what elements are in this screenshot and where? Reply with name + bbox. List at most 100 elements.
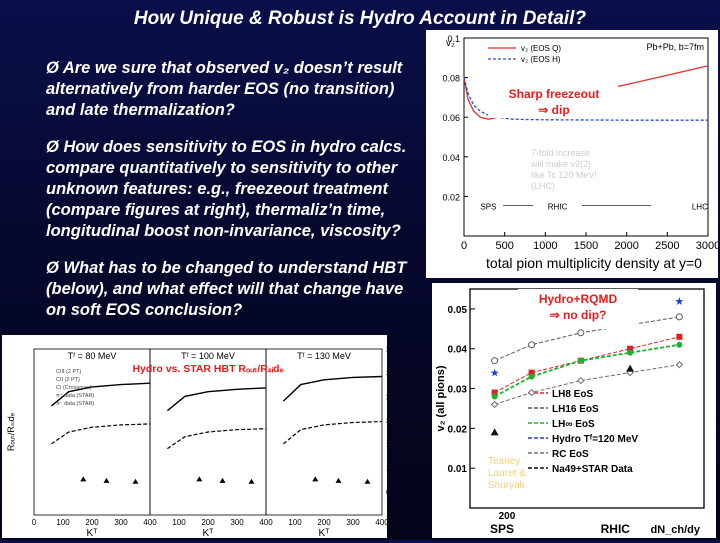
region-label: RHIC xyxy=(548,202,568,211)
annotation-text: Hydro+RQMD xyxy=(539,292,618,306)
data-point: ★ xyxy=(674,296,684,308)
x-tick-label: 1000 xyxy=(533,240,557,252)
data-point xyxy=(675,360,684,369)
data-point xyxy=(527,388,536,397)
y-tick-label: 0.5 xyxy=(386,489,387,496)
data-point xyxy=(577,329,585,337)
data-point xyxy=(132,478,139,484)
data-point xyxy=(196,476,203,482)
x-tick-label: 300 xyxy=(114,518,128,527)
x-tick-label: 400 xyxy=(259,518,273,527)
panel-label: Tᶠ = 100 MeV xyxy=(181,351,235,361)
bullet-item: Ø What has to be changed to understand H… xyxy=(46,258,426,321)
v2-rqmd-plot: 0.01 0.02 0.03 0.04 0.05 v₂ (all pions) 200SPS… xyxy=(435,288,705,536)
x-tick-label: 3000 xyxy=(696,240,718,252)
legend-label: RC EoS xyxy=(552,449,589,460)
y-tick-label: 0.01 xyxy=(448,464,468,475)
x-tick-label: 0 xyxy=(461,240,467,252)
v2-hydro-rqmd-chart: 0.01 0.02 0.03 0.04 0.05 v₂ (all pions) 200 SPS… xyxy=(432,283,716,538)
legend-label: LH∞ EoS xyxy=(552,419,595,430)
x-tick-label: 500 xyxy=(495,240,513,252)
legend-label: π⁺ data (STAR) xyxy=(56,392,95,399)
legend-label: Hydro Tᶠ=120 MeV xyxy=(552,434,638,445)
x-tick-label: 2500 xyxy=(655,240,679,252)
x-tick-label: 100 xyxy=(56,518,70,527)
annotation-bg xyxy=(488,80,618,118)
y-tick-label: 0.08 xyxy=(442,74,460,84)
data-point xyxy=(675,313,683,321)
data-point xyxy=(577,357,584,364)
x-tick-label: 200 xyxy=(317,518,331,527)
annotation-text: ⇒ no dip? xyxy=(550,308,607,322)
y-tick-label: 0.06 xyxy=(442,113,460,123)
bullet-item: Ø How does sensitivity to EOS in hydro c… xyxy=(46,137,426,242)
dashed-curve xyxy=(283,420,383,445)
y-axis-label: v₂ xyxy=(446,38,455,49)
data-point xyxy=(490,428,499,436)
data-point xyxy=(528,373,535,380)
data-point xyxy=(248,478,255,484)
bullet-text: What has to be changed to understand HBT… xyxy=(46,259,407,319)
y-tick-label: 0.02 xyxy=(448,424,468,435)
data-point xyxy=(364,478,371,484)
x-tick-label: 400 xyxy=(143,518,157,527)
legend-label: LH16 EoS xyxy=(552,404,599,415)
y-tick-label: 0.03 xyxy=(448,385,468,396)
x-tick-label: 2000 xyxy=(614,240,638,252)
dashed-curve xyxy=(167,428,267,450)
data-point xyxy=(219,477,226,483)
faded-note: 7-fold increase xyxy=(531,148,590,158)
bullet-text: Are we sure that observed v₂ doesn’t res… xyxy=(46,59,403,119)
data-point xyxy=(312,476,319,482)
dashed-curve xyxy=(51,423,151,445)
y-tick-label: 0.02 xyxy=(442,192,460,202)
region-label: LHC xyxy=(692,202,708,211)
y-tick-label: 0.05 xyxy=(448,305,468,316)
bullet-text: How does sensitivity to EOS in hydro cal… xyxy=(46,138,407,240)
legend-title: Pb+Pb, b=7fm xyxy=(646,42,704,52)
faded-note: Lauret & xyxy=(488,468,526,479)
data-point: ★ xyxy=(490,368,500,380)
x-tick-label: 200 xyxy=(85,518,99,527)
hbt-ratio-chart: Rₒᵤₜ/Rₛᵢdₑ Tᶠ = 80 MeV 0 100 200 300 400 Kᵀ Tᶠ =… xyxy=(2,335,396,539)
x-tick-label: 400 xyxy=(375,518,387,527)
x-axis-label: Kᵀ xyxy=(203,528,215,538)
x-axis-label: Kᵀ xyxy=(87,528,99,538)
x-tick-label: 100 xyxy=(288,518,302,527)
data-point xyxy=(676,341,683,348)
data-point xyxy=(491,389,498,396)
y-tick-label: 1 xyxy=(386,466,387,473)
data-point xyxy=(626,364,635,372)
x-tick-label: 1500 xyxy=(574,240,598,252)
y-tick-label: 0.1 xyxy=(447,34,460,44)
data-point xyxy=(491,357,499,365)
data-point xyxy=(627,345,634,352)
legend-label: CIII (2 PT) xyxy=(56,369,82,375)
legend-label: CII (2 PT) xyxy=(56,377,80,383)
x-axis-label: Kᵀ xyxy=(319,528,331,538)
legend-label: Na49+STAR Data xyxy=(552,464,633,475)
solid-curve xyxy=(282,375,383,402)
y-tick-label: 3.5 xyxy=(386,347,387,354)
series-line xyxy=(494,336,680,393)
bullet-item: Ø Are we sure that observed v₂ doesn’t r… xyxy=(46,58,426,121)
legend-label: v₂ (EOS Q) xyxy=(521,44,561,53)
bullet-glyph: Ø xyxy=(46,259,59,277)
y-tick-label: 1.5 xyxy=(386,442,387,449)
x-axis-label: total pion multiplicity density at y=0 xyxy=(486,255,702,271)
v2-multiplicity-plot: 0 500 1000 1500 2000 2500 3000 0.02 0.04 0.06 0.08… xyxy=(442,34,720,271)
data-point xyxy=(528,369,535,376)
annotation-text: ⇒ dip xyxy=(538,103,569,117)
y-tick-label: 3 xyxy=(386,371,387,378)
legend-label: v₂ (EOS H) xyxy=(521,55,561,64)
hbt-ratio-plot: Rₒᵤₜ/Rₛᵢdₑ Tᶠ = 80 MeV 0 100 200 300 400 Kᵀ Tᶠ =… xyxy=(6,347,396,539)
x-tick-label: 200 xyxy=(499,511,516,522)
region-label: RHIC xyxy=(601,522,631,536)
x-tick-label: 300 xyxy=(346,518,360,527)
panel-frame xyxy=(265,348,383,516)
faded-note: will make v2(2) xyxy=(530,159,591,169)
faded-note: like Tc 120 MeV! xyxy=(531,170,597,180)
y-tick-label: 0.04 xyxy=(442,153,460,163)
y-axis-label: Rₒᵤₜ/Rₛᵢdₑ xyxy=(6,412,16,451)
y-tick-label: 0.04 xyxy=(448,345,468,356)
